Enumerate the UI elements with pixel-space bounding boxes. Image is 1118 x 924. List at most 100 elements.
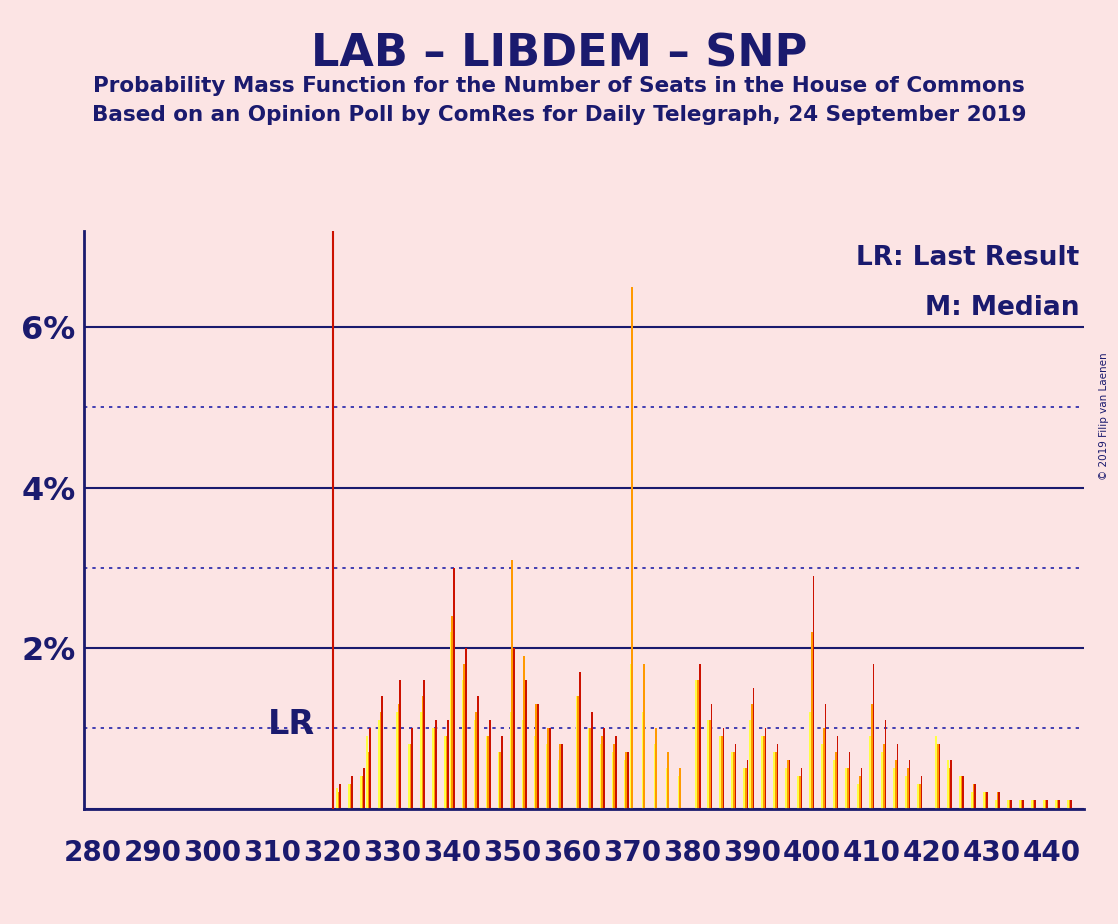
Bar (735, 745, 737, 808)
Text: 300: 300 (183, 839, 241, 867)
Bar (973, 784, 975, 808)
Bar (986, 793, 988, 808)
Bar (577, 696, 579, 808)
Bar (599, 745, 601, 808)
Bar (708, 721, 709, 808)
Bar (396, 712, 398, 808)
Bar (777, 745, 778, 808)
Bar (366, 736, 368, 808)
Bar (709, 721, 711, 808)
Bar (997, 793, 998, 808)
Text: 290: 290 (124, 839, 182, 867)
Bar (601, 736, 603, 808)
Text: 360: 360 (543, 839, 601, 867)
Bar (833, 760, 835, 808)
Bar (797, 776, 799, 808)
Bar (995, 800, 997, 808)
Bar (477, 696, 479, 808)
Text: 400: 400 (783, 839, 841, 867)
Text: 390: 390 (723, 839, 780, 867)
Bar (975, 784, 976, 808)
Bar (949, 769, 950, 808)
Bar (409, 745, 411, 808)
Bar (723, 728, 724, 808)
Bar (959, 776, 960, 808)
Bar (698, 680, 699, 808)
Text: 440: 440 (1023, 839, 1081, 867)
Bar (1008, 800, 1011, 808)
Bar (721, 736, 723, 808)
Bar (1022, 800, 1024, 808)
Bar (920, 776, 922, 808)
Bar (785, 769, 787, 808)
Bar (537, 704, 539, 808)
Bar (447, 721, 448, 808)
Text: 370: 370 (603, 839, 661, 867)
Bar (424, 680, 425, 808)
Bar (632, 287, 633, 808)
Bar (558, 760, 559, 808)
Bar (1055, 800, 1057, 808)
Bar (861, 769, 862, 808)
Bar (465, 648, 467, 808)
Bar (751, 704, 752, 808)
Bar (665, 769, 667, 808)
Bar (985, 793, 986, 808)
Text: Probability Mass Function for the Number of Seats in the House of Commons: Probability Mass Function for the Number… (93, 76, 1025, 96)
Bar (1067, 800, 1069, 808)
Bar (368, 752, 369, 808)
Bar (486, 736, 487, 808)
Bar (523, 656, 525, 808)
Text: 420: 420 (902, 839, 960, 867)
Bar (679, 769, 681, 808)
Bar (501, 736, 503, 808)
Bar (360, 776, 361, 808)
Bar (559, 745, 561, 808)
Bar (612, 752, 614, 808)
Bar (474, 721, 475, 808)
Bar (960, 776, 963, 808)
Bar (813, 576, 814, 808)
Bar (787, 760, 788, 808)
Bar (983, 793, 985, 808)
Bar (800, 769, 803, 808)
Bar (490, 721, 491, 808)
Bar (883, 745, 884, 808)
Bar (591, 712, 593, 808)
Bar (449, 632, 452, 808)
Bar (947, 760, 949, 808)
Bar (774, 752, 775, 808)
Text: M: Median: M: Median (925, 295, 1080, 321)
Bar (752, 688, 755, 808)
Text: 430: 430 (963, 839, 1021, 867)
Bar (998, 793, 1001, 808)
Bar (351, 776, 353, 808)
Bar (917, 784, 919, 808)
Bar (897, 745, 898, 808)
Bar (533, 736, 536, 808)
Bar (487, 736, 490, 808)
Bar (654, 745, 655, 808)
Bar (765, 728, 767, 808)
Bar (909, 760, 910, 808)
Bar (1057, 800, 1059, 808)
Bar (369, 728, 371, 808)
Bar (350, 784, 351, 808)
Bar (811, 632, 813, 808)
Bar (421, 696, 424, 808)
Bar (799, 776, 800, 808)
Bar (731, 752, 733, 808)
Bar (500, 752, 501, 808)
Bar (589, 728, 591, 808)
Bar (513, 648, 514, 808)
Bar (614, 745, 615, 808)
Bar (399, 680, 401, 808)
Bar (823, 728, 825, 808)
Bar (678, 776, 679, 808)
Bar (825, 704, 826, 808)
Bar (338, 793, 340, 808)
Bar (906, 776, 907, 808)
Bar (667, 752, 669, 808)
Bar (548, 728, 549, 808)
Bar (1070, 800, 1072, 808)
